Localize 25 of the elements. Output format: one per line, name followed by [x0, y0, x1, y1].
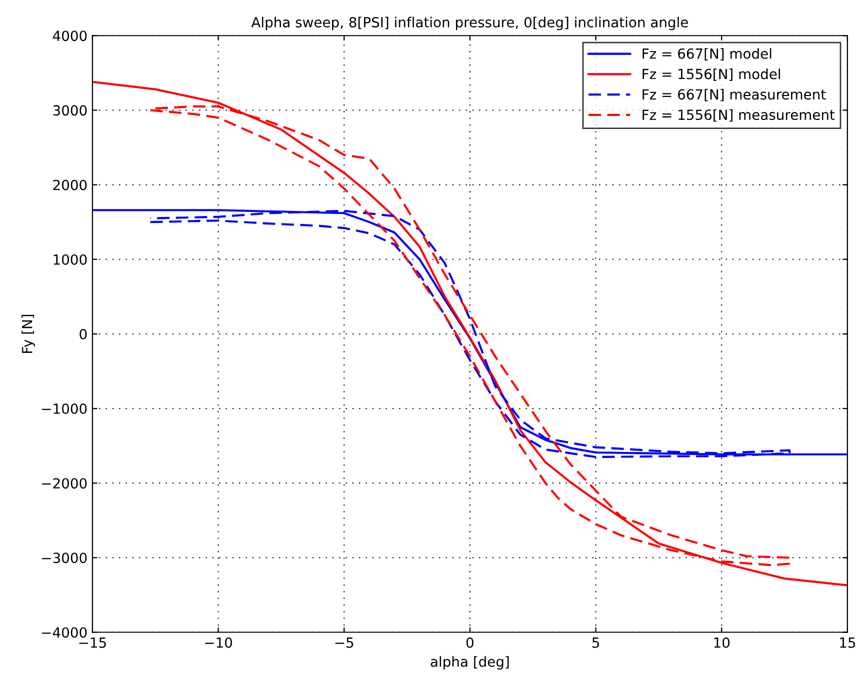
y-tick-label: 0	[80, 328, 87, 340]
chart-title: Alpha sweep, 8[PSI] inflation pressure, 0[deg] inclination angle	[251, 16, 688, 30]
x-tick-label: 0	[466, 637, 474, 648]
x-tick-label: −10	[205, 637, 232, 648]
legend-label: Fz = 1556[N] model	[642, 68, 780, 81]
y-tick-label: 4000	[52, 30, 87, 42]
line-series	[92, 209, 848, 456]
y-axis-title: Fy [N]	[22, 314, 36, 353]
legend-label: Fz = 667[N] measurement	[642, 88, 826, 102]
y-tick-label: −3000	[42, 552, 87, 564]
x-tick-label: 15	[840, 638, 856, 648]
x-tick-label: 5	[592, 638, 599, 648]
y-tick-label: 1000	[54, 254, 87, 265]
y-tick-label: −4000	[42, 627, 87, 638]
y-tick-label: −1000	[42, 403, 87, 414]
x-tick-label: −5	[335, 638, 354, 648]
x-axis-title: alpha [deg]	[430, 656, 509, 670]
line-series	[92, 80, 848, 586]
y-tick-label: 3000	[53, 105, 87, 116]
legend-label: Fz = 1556[N] measurement	[642, 109, 835, 122]
legend-label: Fz = 667[N] model	[642, 48, 772, 61]
y-tick-label: 2000	[53, 180, 87, 190]
x-tick-label: 10	[714, 637, 730, 648]
x-tick-label: −15	[79, 638, 106, 648]
y-tick-label: −2000	[42, 478, 87, 489]
